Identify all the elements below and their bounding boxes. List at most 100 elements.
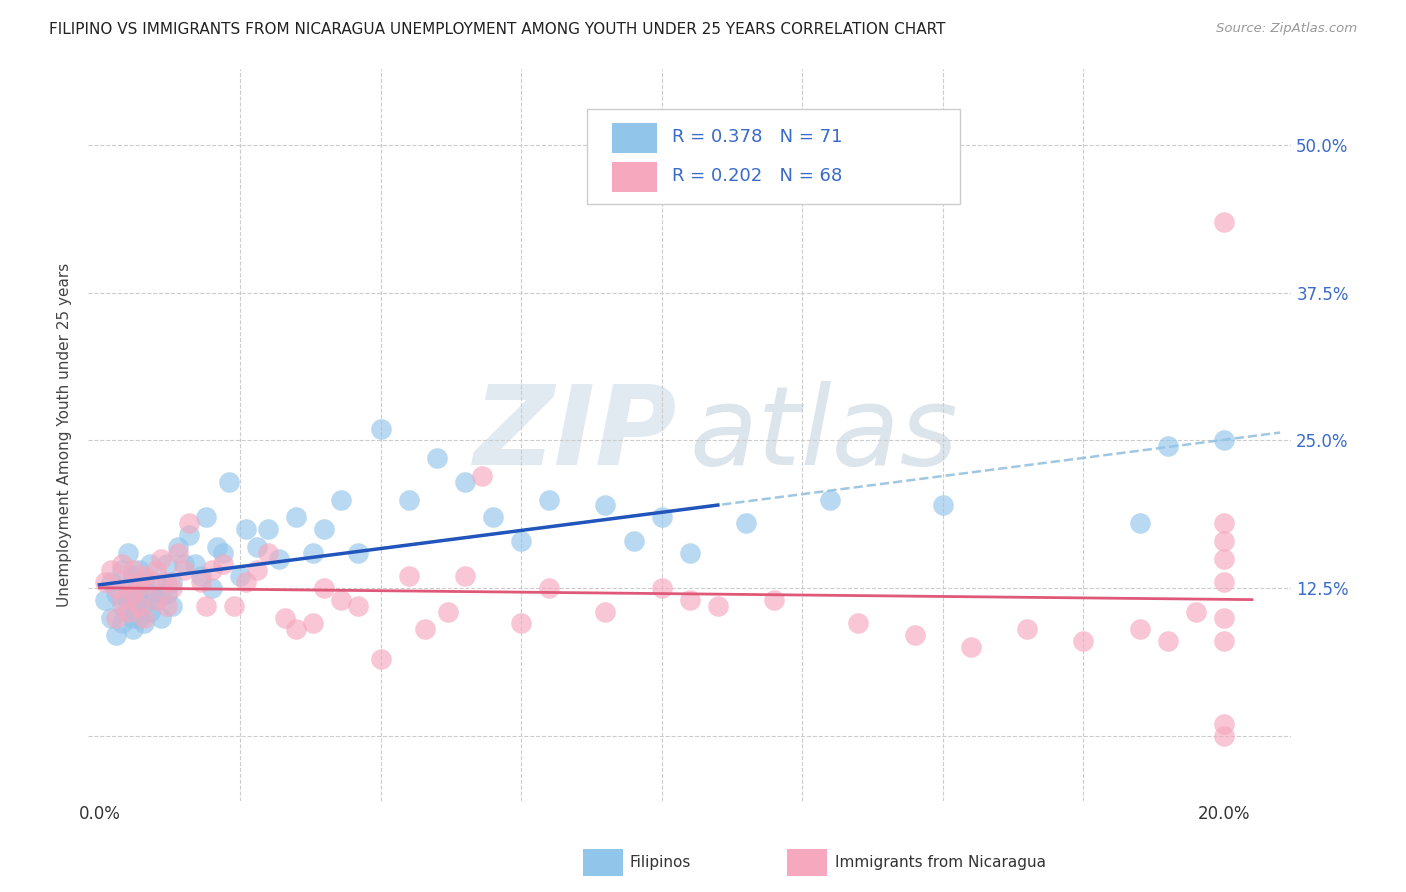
FancyBboxPatch shape	[588, 109, 960, 204]
Point	[150, 587, 173, 601]
Point	[370, 652, 392, 666]
Point	[94, 575, 117, 590]
Y-axis label: Unemployment Among Youth under 25 years: Unemployment Among Youth under 25 years	[58, 262, 72, 607]
Point	[134, 616, 156, 631]
Point	[415, 623, 437, 637]
Point	[595, 499, 617, 513]
Point	[128, 599, 150, 613]
Point	[235, 522, 257, 536]
Point	[1212, 729, 1234, 743]
Point	[679, 546, 702, 560]
Point	[651, 581, 673, 595]
Point	[184, 558, 207, 572]
Point	[201, 563, 224, 577]
Point	[1212, 516, 1234, 530]
Point	[330, 492, 353, 507]
Point	[122, 563, 145, 577]
Point	[105, 587, 128, 601]
Point	[1212, 717, 1234, 731]
Point	[111, 563, 134, 577]
Point	[595, 605, 617, 619]
Point	[314, 581, 336, 595]
Point	[105, 581, 128, 595]
Point	[117, 581, 139, 595]
Point	[314, 522, 336, 536]
Point	[651, 510, 673, 524]
Point	[1017, 623, 1039, 637]
Point	[848, 616, 870, 631]
Point	[763, 593, 786, 607]
Point	[482, 510, 505, 524]
Point	[1212, 551, 1234, 566]
Point	[173, 558, 195, 572]
Point	[285, 623, 308, 637]
Point	[246, 563, 269, 577]
Point	[285, 510, 308, 524]
Point	[212, 546, 235, 560]
Point	[117, 605, 139, 619]
Point	[122, 610, 145, 624]
Point	[538, 492, 561, 507]
Point	[1156, 634, 1178, 648]
Text: Filipinos: Filipinos	[630, 855, 692, 870]
Point	[274, 610, 297, 624]
Point	[117, 575, 139, 590]
Point	[134, 610, 156, 624]
Point	[207, 540, 229, 554]
Point	[707, 599, 730, 613]
Point	[145, 593, 167, 607]
Point	[100, 610, 122, 624]
Point	[257, 522, 280, 536]
Text: Immigrants from Nicaragua: Immigrants from Nicaragua	[835, 855, 1046, 870]
Point	[398, 569, 420, 583]
Point	[370, 422, 392, 436]
Point	[218, 475, 240, 489]
Point	[195, 510, 218, 524]
Point	[134, 599, 156, 613]
Point	[212, 558, 235, 572]
Point	[454, 569, 477, 583]
Point	[257, 546, 280, 560]
Point	[162, 575, 184, 590]
Point	[1128, 516, 1150, 530]
Point	[156, 575, 179, 590]
Point	[224, 599, 246, 613]
Point	[302, 546, 325, 560]
Point	[156, 599, 179, 613]
Point	[156, 587, 179, 601]
Point	[179, 528, 201, 542]
Point	[128, 581, 150, 595]
Point	[347, 546, 370, 560]
Point	[139, 605, 162, 619]
Point	[302, 616, 325, 631]
Point	[437, 605, 460, 619]
Point	[145, 593, 167, 607]
Point	[538, 581, 561, 595]
Point	[128, 593, 150, 607]
Point	[105, 628, 128, 642]
Point	[623, 533, 645, 548]
Point	[162, 599, 184, 613]
Point	[100, 575, 122, 590]
Point	[134, 575, 156, 590]
Point	[139, 558, 162, 572]
Point	[150, 551, 173, 566]
Point	[1128, 623, 1150, 637]
Point	[139, 587, 162, 601]
Point	[454, 475, 477, 489]
Point	[932, 499, 955, 513]
Text: R = 0.378   N = 71: R = 0.378 N = 71	[672, 128, 842, 146]
Point	[128, 563, 150, 577]
Point	[156, 558, 179, 572]
Point	[105, 610, 128, 624]
Point	[1212, 434, 1234, 448]
Point	[122, 569, 145, 583]
Point	[510, 616, 533, 631]
Point	[111, 599, 134, 613]
Point	[128, 610, 150, 624]
Point	[190, 569, 212, 583]
Point	[679, 593, 702, 607]
Point	[100, 563, 122, 577]
Point	[269, 551, 291, 566]
Point	[229, 569, 252, 583]
